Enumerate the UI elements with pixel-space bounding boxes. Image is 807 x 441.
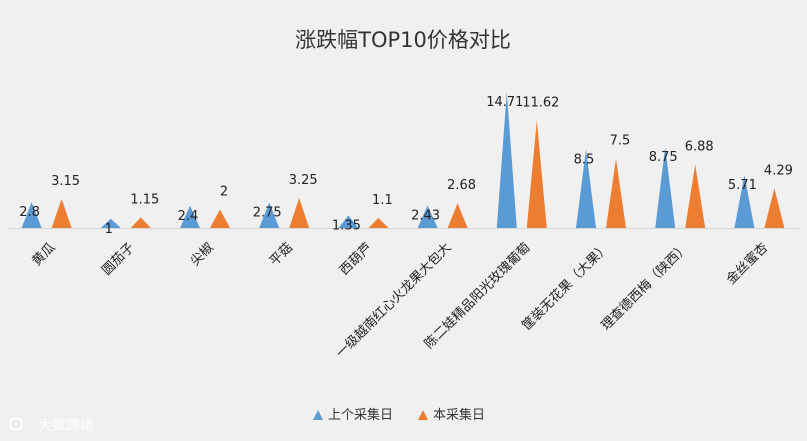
legend-marker-previous: [313, 410, 323, 420]
bar-previous-1: [100, 218, 121, 228]
legend-label-current: 本采集日: [433, 407, 485, 423]
bar-previous-8: [655, 147, 676, 228]
bar-current-2: [210, 209, 230, 228]
data-label-current-5: 2.68: [447, 178, 476, 193]
data-label-previous-4: 1.35: [332, 219, 361, 234]
bar-current-5: [447, 203, 468, 228]
bar-current-6: [526, 120, 547, 228]
bar-current-9: [764, 188, 785, 228]
data-label-previous-2: 2.4: [178, 209, 199, 224]
bar-previous-7: [576, 149, 596, 228]
legend: 上个采集日 本采集日: [313, 407, 485, 423]
data-label-previous-6: 14.71: [486, 95, 523, 110]
bar-previous-4: [338, 215, 359, 228]
chart-title: 涨跌幅TOP10价格对比: [295, 28, 511, 52]
bar-previous-2: [180, 205, 200, 228]
bar-current-4: [368, 217, 389, 228]
data-label-previous-3: 2.75: [253, 206, 282, 221]
data-label-previous-1: 1: [105, 222, 113, 237]
data-label-current-1: 1.15: [130, 192, 159, 207]
data-label-previous-8: 8.75: [649, 150, 678, 165]
watermark: 大数跨境: [9, 417, 94, 434]
data-label-previous-5: 2.43: [411, 209, 440, 224]
bar-current-7: [606, 158, 626, 228]
bar-previous-6: [496, 91, 517, 229]
bar-previous-9: [734, 175, 755, 228]
legend-marker-current: [418, 410, 428, 420]
bar-current-0: [51, 198, 72, 228]
data-label-current-7: 7.5: [610, 134, 631, 149]
bar-previous-3: [259, 202, 280, 228]
bar-current-3: [289, 197, 310, 228]
data-label-previous-9: 5.71: [728, 178, 757, 193]
bar-previous-0: [21, 202, 42, 228]
watermark-logo-icon: [9, 417, 23, 431]
bar-current-1: [130, 217, 151, 228]
data-label-previous-7: 8.5: [574, 152, 595, 167]
data-label-current-8: 6.88: [685, 139, 714, 154]
bar-current-8: [685, 164, 706, 228]
data-label-current-2: 2: [220, 185, 228, 200]
data-label-current-4: 1.1: [372, 193, 393, 208]
data-label-current-6: 11.62: [522, 96, 559, 111]
data-label-previous-0: 2.8: [19, 205, 40, 220]
bar-previous-5: [417, 205, 438, 228]
legend-label-previous: 上个采集日: [328, 407, 393, 423]
data-label-current-0: 3.15: [51, 174, 80, 189]
data-label-current-3: 3.25: [289, 173, 318, 188]
data-label-current-9: 4.29: [764, 163, 793, 178]
watermark-text: 大数跨境: [38, 418, 94, 434]
